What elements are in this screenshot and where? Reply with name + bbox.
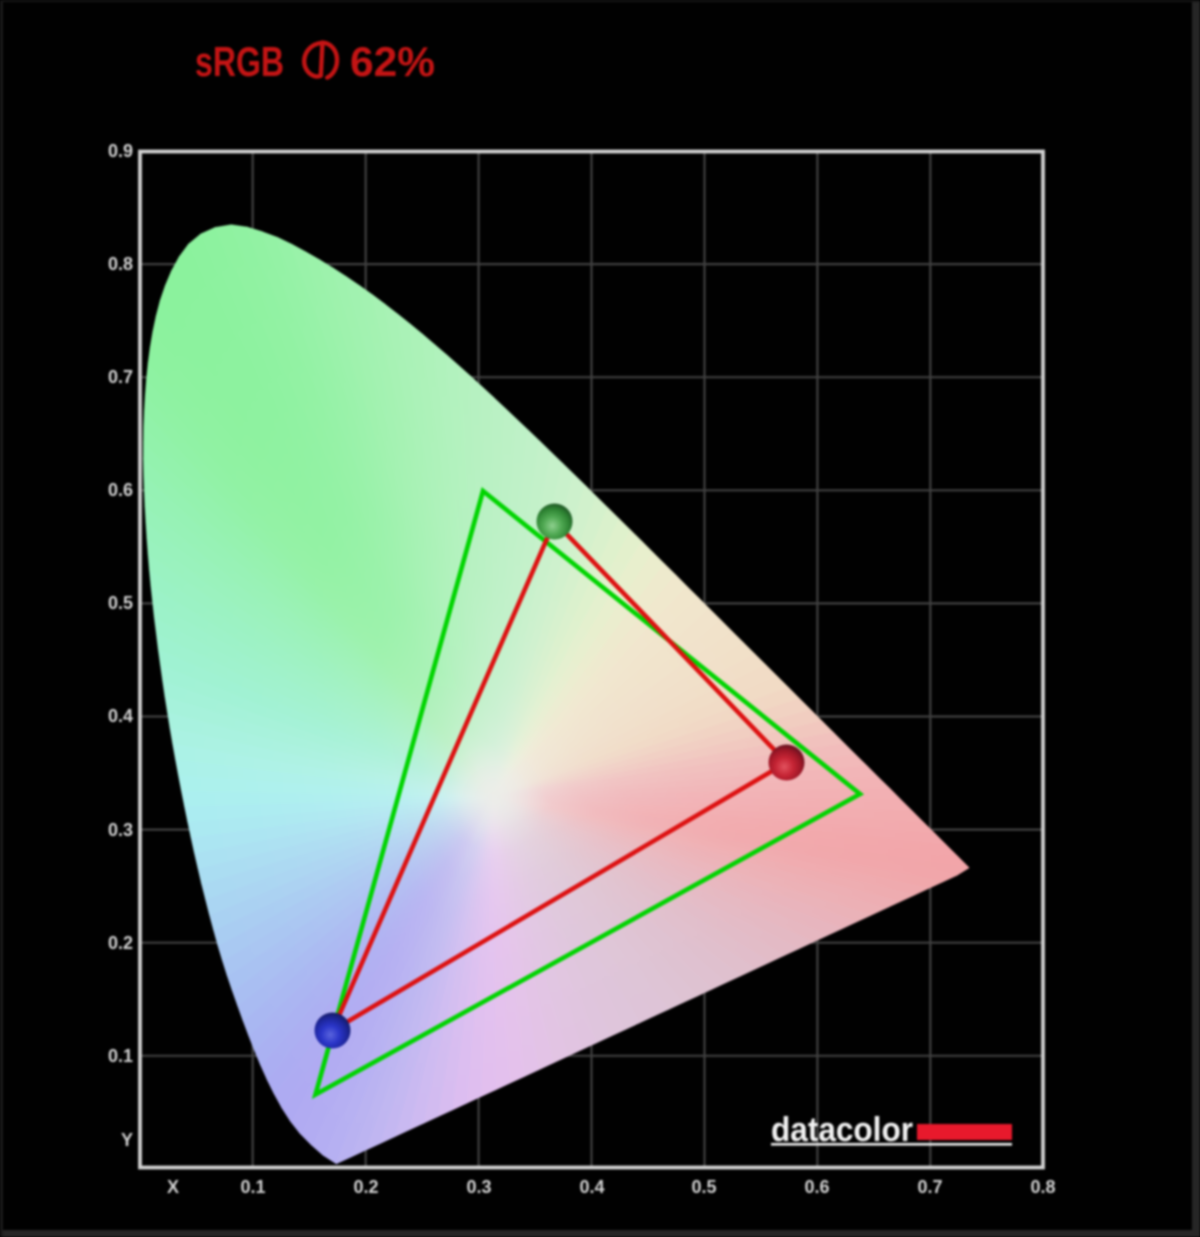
- svg-text:0.3: 0.3: [108, 820, 133, 840]
- svg-text:0.9: 0.9: [108, 141, 133, 161]
- svg-text:X: X: [167, 1177, 179, 1197]
- svg-text:0.1: 0.1: [240, 1177, 265, 1197]
- svg-text:0.4: 0.4: [108, 706, 133, 726]
- svg-text:0.6: 0.6: [804, 1177, 829, 1197]
- svg-text:0.4: 0.4: [579, 1177, 604, 1197]
- svg-text:0.5: 0.5: [691, 1177, 716, 1197]
- svg-text:0.8: 0.8: [108, 254, 133, 274]
- svg-text:0.7: 0.7: [108, 367, 133, 387]
- svg-text:datacolor: datacolor: [771, 1111, 913, 1149]
- svg-text:sRGB: sRGB: [195, 38, 284, 85]
- svg-text:0.3: 0.3: [466, 1177, 491, 1197]
- svg-text:0.2: 0.2: [353, 1177, 378, 1197]
- svg-text:0.1: 0.1: [108, 1046, 133, 1066]
- svg-text:0.8: 0.8: [1030, 1177, 1055, 1197]
- svg-text:62%: 62%: [350, 38, 435, 85]
- svg-text:Y: Y: [121, 1130, 133, 1150]
- svg-text:0.6: 0.6: [108, 480, 133, 500]
- svg-text:0.5: 0.5: [108, 593, 133, 613]
- svg-text:0.2: 0.2: [108, 933, 133, 953]
- svg-text:0.7: 0.7: [917, 1177, 942, 1197]
